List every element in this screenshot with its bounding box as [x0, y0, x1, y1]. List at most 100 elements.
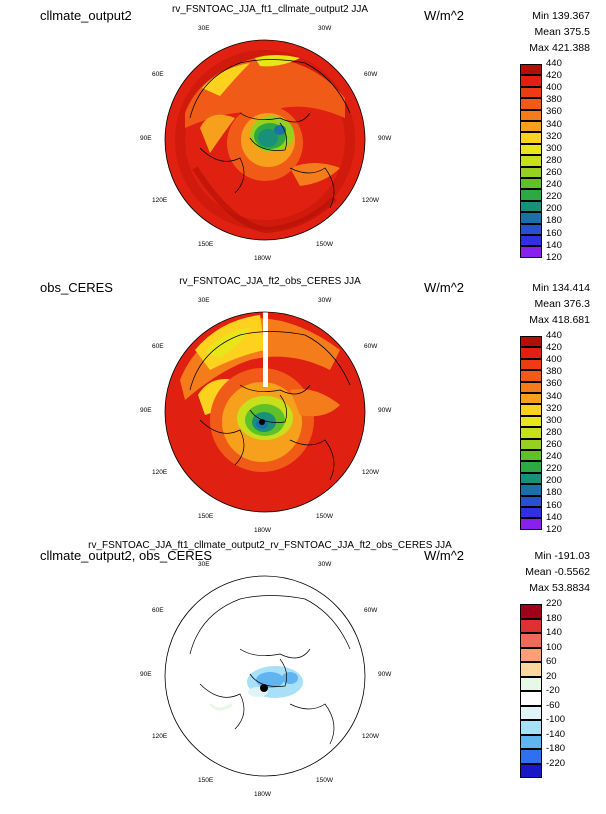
stat-mean: Mean 375.5 — [534, 26, 590, 38]
colorbar-label: 240 — [546, 179, 562, 191]
panel-center-title: rv_FSNTOAC_JJA_ft2_obs_CERES JJA — [179, 276, 361, 287]
colorbar-label: 100 — [546, 641, 562, 653]
lon-label-90w: 90W — [378, 671, 392, 678]
map-boundary — [164, 311, 366, 513]
colorbar-swatch — [520, 212, 542, 224]
colorbar-swatch — [520, 484, 542, 496]
colorbar-label: 280 — [546, 154, 562, 166]
lon-label-30w: 30W — [318, 297, 332, 304]
colorbar-swatch — [520, 763, 542, 778]
lon-label-60w: 60W — [364, 607, 378, 614]
colorbar-label: 140 — [546, 511, 562, 523]
lon-label-30e: 30E — [198, 561, 210, 568]
colorbar-label: -60 — [546, 699, 560, 711]
colorbar-swatch — [520, 358, 542, 371]
panel-left-title: obs_CERES — [40, 280, 113, 295]
colorbar-swatch — [520, 189, 542, 201]
panel-left-title: cllmate_output2 — [40, 8, 132, 23]
pole-marker — [260, 684, 268, 692]
lon-label-120e: 120E — [152, 469, 168, 476]
colorbar-label: 260 — [546, 167, 562, 178]
lon-label-120w: 120W — [362, 469, 380, 476]
colorbar-swatch — [520, 518, 542, 530]
colorbar-swatch — [520, 415, 542, 428]
colorbar-label: 140 — [546, 627, 562, 638]
lon-label-30w: 30W — [318, 561, 332, 568]
polar-map: 30E 30W 60E 60W 90E 90W 120E 120W 150E 1… — [140, 561, 392, 798]
colorbar-label: 220 — [546, 191, 562, 203]
stat-min: Min -191.03 — [534, 550, 590, 562]
colorbar-label: 160 — [546, 227, 562, 239]
lon-label-150e: 150E — [198, 777, 214, 784]
missing-data-strip — [263, 312, 268, 387]
colorbar-label: 380 — [546, 94, 562, 106]
stat-mean: Mean 376.3 — [534, 298, 590, 310]
colorbar-swatch — [520, 64, 542, 76]
colorbar-swatch — [520, 427, 542, 439]
colorbar-swatch — [520, 404, 542, 416]
colorbar-swatch — [520, 647, 542, 662]
lon-label-90w: 90W — [378, 135, 392, 142]
colorbar-swatch — [520, 705, 542, 720]
colorbar-label: 180 — [546, 487, 562, 499]
map-boundary — [164, 39, 366, 241]
map-field — [165, 40, 365, 240]
colorbar-label: 280 — [546, 426, 562, 438]
colorbar-swatch — [520, 235, 542, 247]
panel-left-title: cllmate_output2, obs_CERES — [40, 548, 212, 563]
colorbar-swatch — [520, 98, 542, 110]
colorbar-swatch — [520, 749, 542, 764]
lon-label-90w: 90W — [378, 407, 392, 414]
lon-label-60e: 60E — [152, 71, 164, 78]
colorbar-swatch — [520, 178, 542, 190]
colorbar-label: 320 — [546, 130, 562, 142]
colorbar-label: -220 — [546, 757, 566, 769]
colorbar-swatch — [520, 246, 542, 258]
lon-label-30w: 30W — [318, 25, 332, 32]
lon-label-60w: 60W — [364, 343, 378, 350]
colorbar-label: 320 — [546, 402, 562, 414]
colorbar-label: 340 — [546, 390, 562, 402]
panel-center-title: rv_FSNTOAC_JJA_ft1_cllmate_output2 JJA — [171, 4, 368, 15]
panel-center-title: rv_FSNTOAC_JJA_ft1_cllmate_output2_rv_FS… — [88, 540, 452, 551]
stat-max: Max 421.388 — [529, 42, 590, 54]
colorbar-label: 140 — [546, 239, 562, 251]
colorbar-swatch — [520, 336, 542, 348]
colorbar-label: 300 — [546, 414, 562, 426]
colorbar-label: 200 — [546, 203, 562, 215]
lon-label-150w: 150W — [316, 241, 334, 248]
colorbar-label: 60 — [546, 656, 557, 667]
colorbar-label: 300 — [546, 142, 562, 154]
colorbar-label: 120 — [546, 523, 562, 535]
colorbar-label: 220 — [546, 598, 562, 609]
colorbar-swatch — [520, 720, 542, 735]
colorbar-swatch — [520, 166, 542, 178]
coastlines — [189, 331, 351, 481]
lon-label-120e: 120E — [152, 197, 168, 204]
colorbar-swatch — [520, 604, 542, 619]
colorbar-swatch — [520, 155, 542, 167]
units-label: W/m^2 — [424, 280, 465, 295]
colorbar-label: 240 — [546, 451, 562, 463]
colorbar-label: -180 — [546, 743, 566, 754]
colorbar-label: 360 — [546, 378, 562, 390]
colorbar-label: 400 — [546, 354, 562, 366]
colorbar-swatch — [520, 381, 542, 393]
colorbar-label: 200 — [546, 475, 562, 487]
colorbar-label: 180 — [546, 215, 562, 227]
colorbar-swatch — [520, 121, 542, 133]
lon-label-30e: 30E — [198, 25, 210, 32]
coastlines — [189, 595, 351, 745]
polar-map: 30E 30W 60E 60W 90E 90W 120E 120W 150E 1… — [140, 297, 392, 534]
lon-label-150w: 150W — [316, 513, 334, 520]
panel-difference: cllmate_output2, obs_CERES rv_FSNTOAC_JJ… — [0, 540, 606, 810]
lon-label-150w: 150W — [316, 777, 334, 784]
stat-max: Max 53.8834 — [529, 582, 590, 594]
colorbar-label: 400 — [546, 82, 562, 94]
stat-min: Min 134.414 — [532, 282, 590, 294]
map-field — [165, 576, 365, 776]
colorbar-swatch — [520, 347, 542, 359]
colorbar-swatch — [520, 370, 542, 382]
colorbar-swatch — [520, 734, 542, 749]
stats-box: Min 139.367 Mean 375.5 Max 421.388 — [480, 8, 590, 56]
